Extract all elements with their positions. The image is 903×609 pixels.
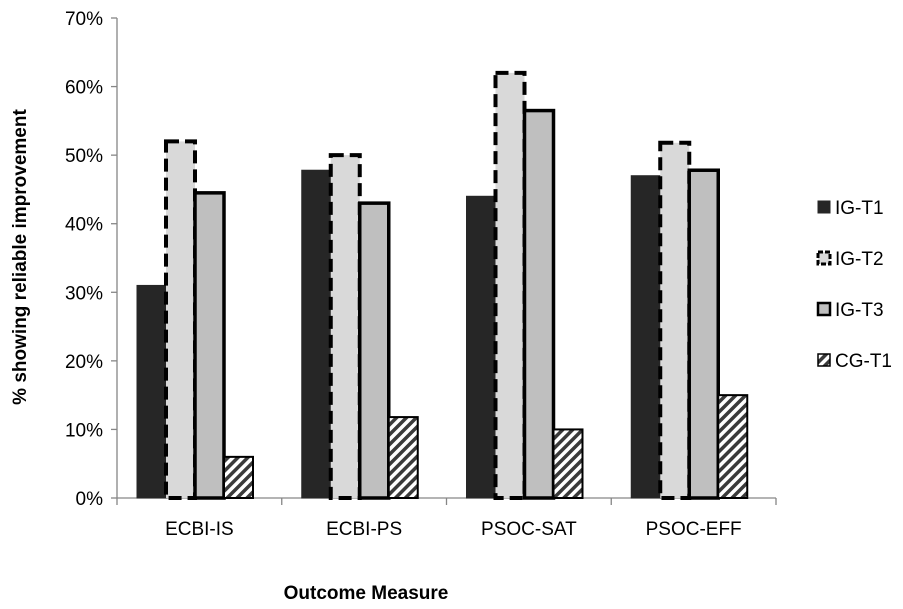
x-tick-label: PSOC-EFF: [646, 519, 742, 540]
y-tick-label: 40%: [65, 215, 103, 236]
bar-ig-t3-ecbi-is: [193, 191, 226, 500]
legend-label-cg-t1: CG-T1: [835, 351, 892, 372]
bar-ig-t2-psoc-eff: [658, 140, 692, 501]
legend-swatch-cg-t1: [817, 353, 831, 367]
y-tick-label: 50%: [65, 146, 103, 167]
bar-cg-t1-ecbi-is: [223, 455, 254, 500]
bar-cg-t1-psoc-eff: [717, 394, 749, 499]
legend-label-ig-t3: IG-T3: [835, 300, 884, 321]
bar-ig-t2-ecbi-ps: [328, 153, 362, 500]
x-axis-title: Outcome Measure: [284, 583, 449, 604]
legend-swatch-ig-t3: [816, 301, 832, 317]
legend-label-ig-t1: IG-T1: [835, 198, 884, 219]
y-axis-title: % showing reliable improvement: [10, 109, 31, 405]
bar-ig-t1-ecbi-is: [136, 284, 167, 499]
legend-swatch-ig-t1: [817, 200, 831, 214]
y-tick-label: 70%: [65, 9, 103, 30]
bar-cg-t1-ecbi-ps: [387, 416, 419, 500]
y-tick-label: 0%: [76, 489, 104, 510]
y-tick-label: 30%: [65, 283, 103, 304]
y-tick-label: 60%: [65, 78, 103, 99]
bar-ig-t1-ecbi-ps: [301, 169, 332, 499]
bar-ig-t2-psoc-sat: [493, 70, 527, 500]
bar-ig-t1-psoc-sat: [466, 195, 496, 499]
y-tick-label: 10%: [65, 420, 103, 441]
x-tick-label: ECBI-PS: [326, 519, 402, 540]
bar-ig-t3-psoc-eff: [687, 168, 720, 500]
bar-ig-t2-ecbi-is: [164, 139, 197, 501]
bar-cg-t1-psoc-sat: [552, 428, 584, 499]
bar-ig-t3-psoc-sat: [522, 108, 556, 500]
x-tick-label: ECBI-IS: [165, 519, 234, 540]
legend-swatch-ig-t2: [816, 250, 832, 266]
x-tick-label: PSOC-SAT: [481, 519, 577, 540]
legend: IG-T1 IG-T2 IG-T3 CG-T1: [816, 198, 892, 372]
y-tick-label: 20%: [65, 352, 103, 373]
plot-area: 0% 10% 20% 30% 40% 50% 60% 70% ECBI-IS ECBI-PS PSO…: [65, 9, 777, 540]
legend-label-ig-t2: IG-T2: [835, 249, 884, 270]
bar-ig-t1-psoc-eff: [630, 175, 661, 499]
bar-ig-t3-ecbi-ps: [358, 201, 391, 500]
